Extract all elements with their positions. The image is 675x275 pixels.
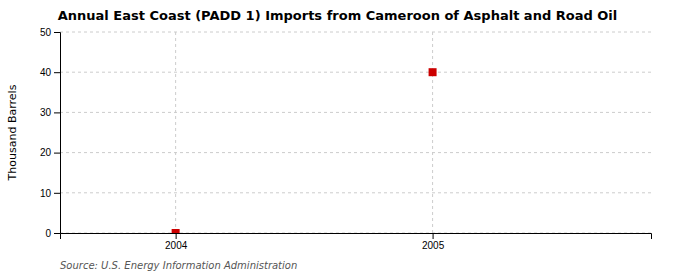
- y-axis-line: [54, 33, 61, 234]
- chart-container: 2004 2005 0 10 20 30 40 50 Annual East Coast (PA…: [0, 0, 675, 275]
- y-axis: 0 10 20 30 40 50: [40, 27, 61, 239]
- y-tick-mark: [54, 72, 60, 73]
- y-tick-label: 0: [45, 228, 51, 239]
- source-note: Source: U.S. Energy Information Administ…: [60, 260, 297, 271]
- grid: [60, 32, 651, 233]
- point: [429, 68, 437, 76]
- grid-line-y: [60, 72, 651, 73]
- chart-svg: 2004 2005 0 10 20 30 40 50 Annual East Coast (PA…: [0, 0, 675, 275]
- y-tick: 20: [40, 147, 60, 158]
- y-tick-label: 10: [40, 188, 52, 199]
- points: [172, 68, 437, 233]
- x-tick: 2004: [165, 233, 188, 251]
- y-tick: 30: [40, 107, 60, 118]
- x-axis-line: [61, 234, 652, 240]
- grid-line-y: [60, 112, 651, 113]
- y-tick: 10: [40, 188, 60, 199]
- x-tick-mark: [433, 233, 434, 239]
- grid-line-x: [175, 32, 176, 233]
- plot: 2004 2005 0 10 20 30 40 50: [40, 27, 652, 251]
- grid-line-y: [60, 152, 651, 153]
- y-axis-title: Thousand Barrels: [6, 84, 19, 181]
- y-tick-label: 20: [40, 147, 52, 158]
- x-tick: 2005: [422, 233, 445, 251]
- grid-line-y: [60, 32, 651, 33]
- y-tick-mark: [54, 193, 60, 194]
- y-tick-mark: [54, 233, 60, 234]
- y-tick-mark: [54, 112, 60, 113]
- y-tick: 0: [45, 228, 60, 239]
- title: Annual East Coast (PADD 1) Imports from …: [58, 8, 618, 23]
- point: [172, 229, 180, 233]
- x-tick-mark: [176, 233, 177, 239]
- y-tick-label: 40: [40, 67, 52, 78]
- y-tick-mark: [54, 32, 60, 33]
- x-axis: 2004 2005: [61, 233, 652, 251]
- grid-line-y: [60, 192, 651, 193]
- x-tick-label: 2004: [165, 240, 188, 251]
- y-tick-mark: [54, 153, 60, 154]
- y-tick: 50: [40, 27, 60, 38]
- y-tick-label: 50: [40, 27, 52, 38]
- y-tick-label: 30: [40, 107, 52, 118]
- grid-line-x: [432, 32, 433, 233]
- y-tick: 40: [40, 67, 60, 78]
- x-tick-label: 2005: [422, 240, 445, 251]
